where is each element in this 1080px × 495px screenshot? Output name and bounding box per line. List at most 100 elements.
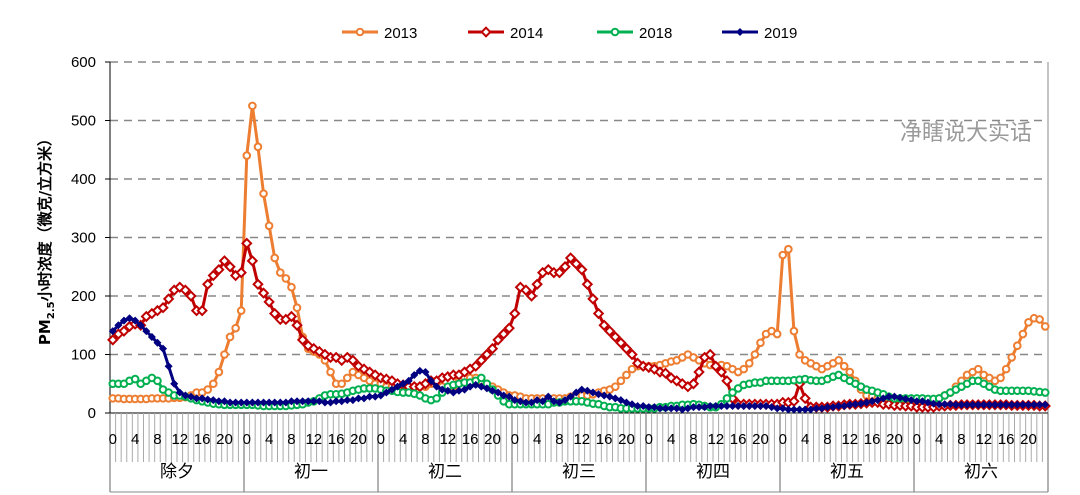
day-label: 初二 — [428, 462, 462, 482]
x-tick-label: 20 — [350, 431, 367, 448]
data-point — [510, 396, 519, 405]
data-point — [834, 356, 843, 365]
data-point — [531, 278, 543, 291]
data-point — [207, 269, 220, 282]
data-point — [772, 329, 782, 339]
data-point — [566, 392, 575, 401]
series-2019 — [108, 314, 1050, 414]
legend-label: 2019 — [764, 25, 797, 42]
data-point — [778, 404, 787, 413]
data-point — [449, 388, 458, 397]
data-point — [812, 404, 821, 413]
x-tick-label: 8 — [957, 431, 965, 448]
data-point — [968, 400, 977, 409]
data-point — [979, 400, 988, 409]
x-tick-labels: 0 4 8 12 16 20 0 4 8 12 16 20 0 4 8 12 16 20 0 4 8 12 16 20 0 4 8 1… — [109, 431, 1037, 448]
x-tick-label: 4 — [131, 431, 139, 448]
x-tick-label: 4 — [399, 431, 407, 448]
legend-item-2013: 2013 — [342, 25, 417, 42]
y-tick-label: 100 — [71, 347, 96, 364]
data-point — [605, 392, 614, 401]
data-point — [192, 394, 201, 403]
x-tick-label: 20 — [1020, 431, 1037, 448]
data-point — [332, 397, 341, 406]
data-point — [717, 401, 726, 410]
data-point — [823, 403, 832, 412]
day-label: 初六 — [964, 462, 998, 482]
data-point — [237, 398, 246, 407]
data-point — [226, 398, 235, 407]
x-tick-label: 8 — [689, 431, 697, 448]
data-point — [482, 384, 491, 393]
data-point — [427, 376, 436, 385]
data-point — [1040, 322, 1050, 331]
data-point — [735, 27, 745, 37]
data-point — [923, 398, 932, 407]
data-point — [185, 290, 197, 302]
data-point — [767, 403, 776, 412]
data-point — [722, 401, 731, 410]
data-point — [572, 388, 581, 397]
data-point — [996, 373, 1005, 383]
data-point — [549, 397, 558, 406]
data-point — [778, 250, 788, 260]
data-point — [704, 348, 716, 361]
x-tick-label: 0 — [377, 431, 385, 448]
data-point — [268, 307, 281, 320]
data-point — [153, 376, 162, 386]
data-point — [382, 388, 391, 397]
data-point — [264, 221, 274, 231]
x-tick-label: 0 — [109, 431, 117, 448]
x-tick-label: 0 — [243, 431, 251, 448]
day-label: 初三 — [562, 462, 596, 482]
data-point — [287, 282, 296, 292]
data-point — [734, 401, 743, 410]
data-point — [739, 401, 748, 410]
data-point — [475, 354, 488, 367]
data-point — [198, 394, 207, 403]
data-point — [119, 316, 128, 325]
data-point — [270, 398, 279, 407]
watermark: 净瞎说大实话 — [900, 121, 1032, 146]
x-tick-label: 8 — [153, 431, 161, 448]
data-point — [203, 385, 213, 394]
data-point — [404, 376, 413, 385]
data-point — [544, 392, 553, 401]
data-point — [622, 370, 631, 380]
data-point — [248, 398, 257, 407]
x-tick-label: 20 — [216, 431, 233, 448]
data-point — [611, 394, 620, 403]
data-point — [884, 392, 893, 401]
x-tick-label: 16 — [730, 431, 747, 448]
x-tick-label: 16 — [462, 431, 479, 448]
data-point — [609, 331, 622, 343]
data-point — [505, 392, 514, 401]
data-point — [1007, 400, 1016, 409]
data-point — [118, 325, 130, 337]
data-point — [248, 101, 257, 111]
data-point — [538, 397, 547, 406]
data-point — [600, 391, 609, 400]
day-label: 初一 — [294, 462, 328, 482]
data-point — [130, 374, 140, 384]
data-point — [873, 396, 882, 405]
data-point — [499, 391, 508, 400]
data-point — [399, 379, 408, 388]
data-point — [492, 334, 504, 346]
data-point — [795, 405, 804, 414]
data-point — [287, 397, 296, 406]
data-point — [594, 390, 603, 399]
data-point — [918, 397, 927, 406]
data-point — [990, 400, 999, 409]
data-point — [721, 375, 733, 387]
data-point — [136, 321, 145, 330]
data-point — [1024, 318, 1033, 327]
data-point — [196, 304, 208, 317]
x-tick-label: 0 — [645, 431, 653, 448]
data-point — [559, 261, 571, 273]
data-point — [363, 366, 376, 378]
data-point — [153, 338, 162, 347]
data-point — [410, 370, 419, 379]
data-point — [946, 400, 955, 409]
